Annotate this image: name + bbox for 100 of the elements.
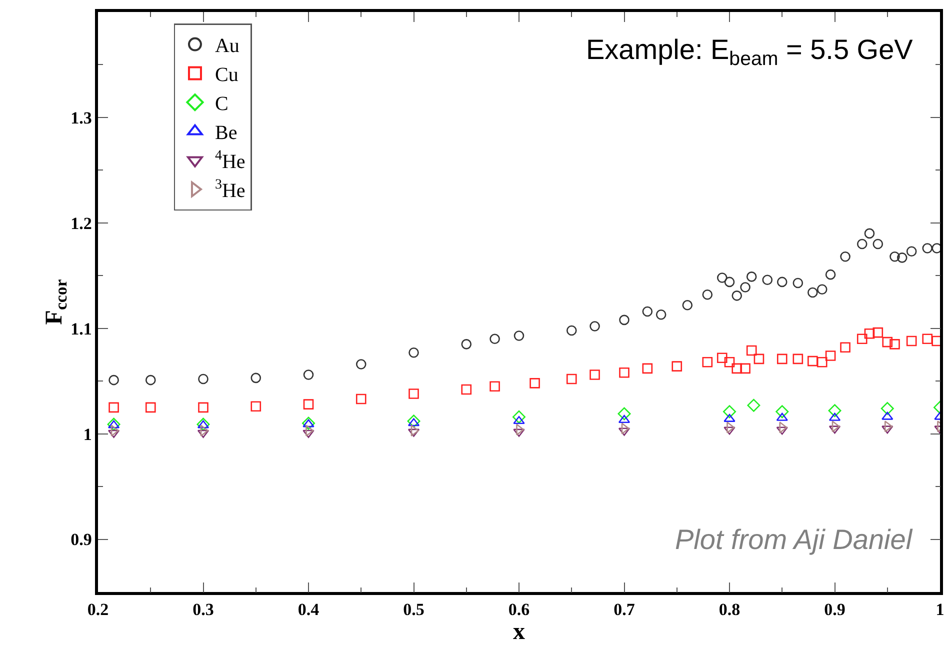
x-tick-label: 0.4 bbox=[298, 600, 320, 620]
point bbox=[882, 426, 894, 434]
point bbox=[776, 412, 788, 421]
point bbox=[566, 374, 577, 384]
point bbox=[724, 356, 735, 368]
y-tick-label: 1.3 bbox=[70, 108, 92, 128]
point bbox=[145, 374, 156, 386]
point bbox=[732, 363, 742, 374]
point bbox=[356, 359, 366, 370]
point bbox=[490, 334, 500, 344]
x-tick-label: 0.3 bbox=[192, 600, 214, 620]
point bbox=[864, 228, 875, 239]
point bbox=[716, 272, 728, 283]
point bbox=[880, 402, 894, 416]
point bbox=[618, 414, 630, 424]
point bbox=[832, 420, 840, 432]
point bbox=[566, 325, 577, 336]
point bbox=[198, 374, 208, 384]
point bbox=[747, 398, 760, 412]
point bbox=[516, 424, 524, 436]
point bbox=[303, 399, 314, 410]
point bbox=[726, 422, 735, 434]
point bbox=[590, 321, 600, 332]
point bbox=[740, 282, 750, 292]
point bbox=[828, 404, 842, 418]
point bbox=[196, 418, 210, 431]
point bbox=[776, 354, 788, 364]
point bbox=[108, 402, 119, 413]
point bbox=[672, 361, 682, 372]
point bbox=[746, 345, 757, 356]
point bbox=[618, 407, 631, 420]
point bbox=[776, 276, 788, 288]
point bbox=[816, 284, 828, 294]
point bbox=[107, 418, 120, 431]
point bbox=[864, 328, 875, 339]
point bbox=[724, 414, 736, 422]
x-tick-label: 1 bbox=[936, 600, 944, 620]
point bbox=[490, 381, 500, 392]
legend-label: Au bbox=[214, 35, 240, 58]
point bbox=[302, 419, 314, 428]
point bbox=[619, 368, 630, 378]
point bbox=[840, 252, 850, 262]
point bbox=[808, 287, 818, 298]
x-tick-label: 0.9 bbox=[824, 600, 846, 620]
point bbox=[746, 272, 757, 282]
y-tick-label: 1 bbox=[83, 424, 92, 444]
x-tick-label: 0.2 bbox=[87, 600, 109, 620]
point bbox=[808, 356, 818, 366]
point bbox=[250, 372, 262, 384]
point bbox=[890, 252, 900, 262]
point bbox=[724, 426, 736, 435]
point bbox=[306, 424, 314, 436]
point bbox=[825, 350, 836, 361]
legend-label: $^{3}$He bbox=[214, 178, 246, 202]
point bbox=[776, 426, 788, 435]
point bbox=[856, 238, 868, 250]
point bbox=[410, 424, 419, 436]
point bbox=[816, 356, 828, 368]
point bbox=[530, 378, 540, 388]
point bbox=[514, 330, 524, 341]
point bbox=[779, 422, 788, 434]
legend-label: $^{4}$He bbox=[214, 148, 246, 174]
point bbox=[840, 342, 850, 352]
legend-label: Be bbox=[214, 122, 238, 144]
point bbox=[872, 238, 884, 250]
point bbox=[922, 334, 933, 344]
x-tick-label: 0.8 bbox=[718, 600, 740, 620]
point bbox=[754, 354, 764, 364]
point bbox=[716, 352, 728, 364]
point bbox=[408, 347, 419, 358]
point bbox=[856, 334, 868, 344]
point bbox=[884, 420, 893, 432]
point bbox=[762, 274, 773, 285]
point bbox=[882, 412, 894, 420]
point bbox=[303, 370, 314, 380]
point bbox=[906, 246, 917, 257]
point bbox=[108, 374, 119, 386]
point bbox=[792, 354, 804, 364]
point bbox=[656, 310, 666, 320]
annotation: Example: E$_{beam}$ = 5.5 GeV bbox=[586, 34, 914, 70]
point bbox=[461, 384, 472, 395]
x-axis-title: x bbox=[513, 619, 525, 646]
point bbox=[890, 339, 900, 350]
point bbox=[642, 306, 653, 317]
point bbox=[792, 278, 804, 288]
point bbox=[110, 424, 119, 436]
point bbox=[776, 405, 789, 418]
y-tick-label: 1.1 bbox=[70, 319, 92, 338]
point bbox=[619, 314, 630, 326]
point bbox=[407, 414, 420, 428]
point bbox=[642, 363, 653, 374]
x-tick-label: 0.5 bbox=[403, 600, 424, 620]
point bbox=[906, 336, 917, 346]
point bbox=[408, 388, 419, 399]
point bbox=[302, 430, 314, 438]
y-tick-label: 1.2 bbox=[70, 214, 92, 233]
point bbox=[513, 428, 525, 437]
x-tick-label: 0.7 bbox=[614, 600, 636, 620]
point bbox=[512, 410, 526, 424]
point bbox=[145, 402, 156, 413]
